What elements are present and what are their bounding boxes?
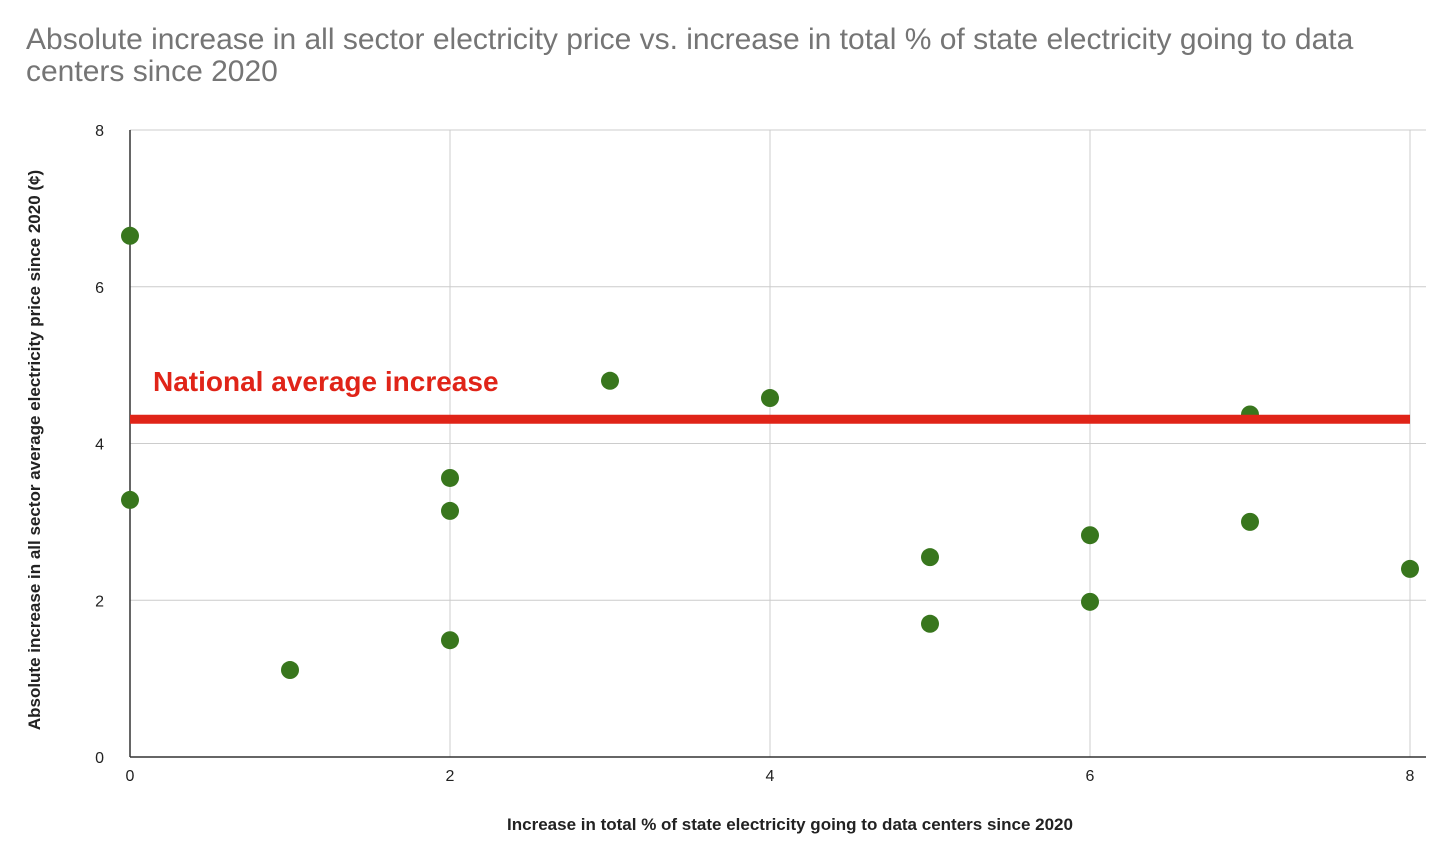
y-tick-label: 0: [95, 750, 104, 767]
data-point: [441, 501, 459, 520]
x-tick-label: 6: [1086, 768, 1095, 785]
data-point: [121, 226, 139, 245]
x-tick-label: 8: [1406, 768, 1415, 785]
x-tick-label: 4: [766, 768, 775, 785]
y-tick-label: 2: [95, 593, 104, 610]
data-point: [1241, 512, 1259, 531]
y-tick-label: 6: [95, 280, 104, 297]
chart-title: Absolute increase in all sector electric…: [26, 23, 1354, 88]
data-point: [921, 548, 939, 567]
x-axis-label: Increase in total % of state electricity…: [507, 815, 1073, 834]
national-average-label: National average increase: [153, 366, 499, 397]
data-point: [1401, 559, 1419, 578]
y-tick-label: 4: [95, 437, 104, 454]
data-point: [1081, 526, 1099, 545]
data-point: [921, 614, 939, 633]
data-point: [601, 371, 619, 390]
data-point: [1081, 592, 1099, 611]
data-point: [441, 468, 459, 487]
data-point: [441, 631, 459, 650]
data-point: [281, 661, 299, 680]
data-point: [761, 389, 779, 408]
data-point: [121, 490, 139, 509]
y-axis-label: Absolute increase in all sector average …: [25, 170, 44, 730]
x-tick-label: 2: [446, 768, 455, 785]
y-tick-label: 8: [95, 123, 104, 140]
x-tick-label: 0: [126, 768, 135, 785]
